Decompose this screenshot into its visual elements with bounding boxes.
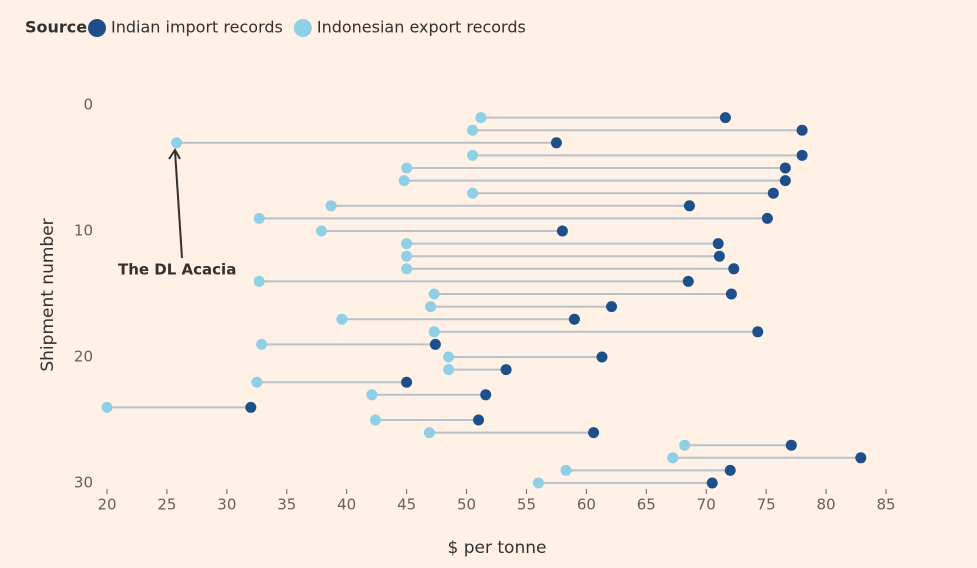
x-tick-label: 50 (457, 496, 476, 514)
dot (251, 376, 263, 388)
dot (706, 477, 718, 489)
dot (560, 464, 572, 476)
x-tick-label: 20 (97, 496, 116, 514)
dot (401, 376, 413, 388)
dot (779, 162, 791, 174)
dot (429, 338, 441, 350)
x-tick-label: 70 (697, 496, 716, 514)
dot (401, 162, 413, 174)
legend-marker (88, 19, 106, 37)
dot (532, 477, 544, 489)
dot (467, 187, 479, 199)
dot (336, 313, 348, 325)
dot (398, 175, 410, 187)
x-axis-label: $ per tonne (448, 538, 547, 558)
dot (785, 439, 797, 451)
dot (423, 427, 435, 439)
annotation-arrow (174, 150, 183, 259)
x-tick-label: 85 (876, 496, 895, 514)
dot (683, 200, 695, 212)
dot (443, 351, 455, 363)
dot (401, 250, 413, 262)
dot (253, 275, 265, 287)
x-tick-label: 60 (577, 496, 596, 514)
x-tick-label: 80 (817, 496, 836, 514)
dot (475, 112, 487, 124)
dot (779, 175, 791, 187)
y-tick-label: 0 (83, 96, 93, 114)
dot (101, 401, 113, 413)
dot (556, 225, 568, 237)
dot (588, 427, 600, 439)
dot (667, 452, 679, 464)
dot (855, 452, 867, 464)
dot (761, 212, 773, 224)
dot (568, 313, 580, 325)
dot (401, 263, 413, 275)
y-tick-label: 10 (74, 222, 93, 240)
dot (752, 326, 764, 338)
x-tick-label: 55 (517, 496, 536, 514)
dot (712, 238, 724, 250)
dot (245, 401, 257, 413)
dot (728, 263, 740, 275)
legend-label: Indonesian export records (317, 18, 526, 37)
dot (473, 414, 485, 426)
annotation: The DL Acacia (118, 261, 236, 279)
dot (725, 288, 737, 300)
dot (425, 301, 437, 313)
legend-label: Indian import records (111, 18, 283, 37)
y-axis-label: Shipment number (38, 218, 58, 371)
dot (467, 124, 479, 136)
x-tick-label: 75 (757, 496, 776, 514)
dot (724, 464, 736, 476)
dot (719, 112, 731, 124)
dot (366, 389, 378, 401)
x-tick-label: 45 (397, 496, 416, 514)
dot (467, 149, 479, 161)
x-tick-label: 30 (217, 496, 236, 514)
legend-title: Source (25, 18, 87, 37)
dot (428, 326, 440, 338)
dot (401, 238, 413, 250)
x-tick-label: 35 (277, 496, 296, 514)
dot (369, 414, 381, 426)
dot (596, 351, 608, 363)
x-tick-label: 40 (337, 496, 356, 514)
dot (606, 301, 618, 313)
legend-marker (293, 19, 312, 37)
dot (796, 149, 808, 161)
dot (325, 200, 337, 212)
dot (713, 250, 725, 262)
dot (500, 364, 512, 376)
annotation-arrowhead (168, 148, 181, 160)
x-tick-label: 25 (157, 496, 176, 514)
dot (443, 364, 455, 376)
x-tick-label: 65 (637, 496, 656, 514)
dot (796, 124, 808, 136)
dot (682, 275, 694, 287)
y-tick-label: 30 (74, 474, 93, 492)
dot (767, 187, 779, 199)
dot (253, 212, 265, 224)
y-tick-label: 20 (74, 348, 93, 366)
dot (679, 439, 691, 451)
dot (428, 288, 440, 300)
dot (316, 225, 328, 237)
dot (550, 137, 562, 149)
dot (171, 137, 183, 149)
dot (256, 338, 268, 350)
dot (480, 389, 492, 401)
